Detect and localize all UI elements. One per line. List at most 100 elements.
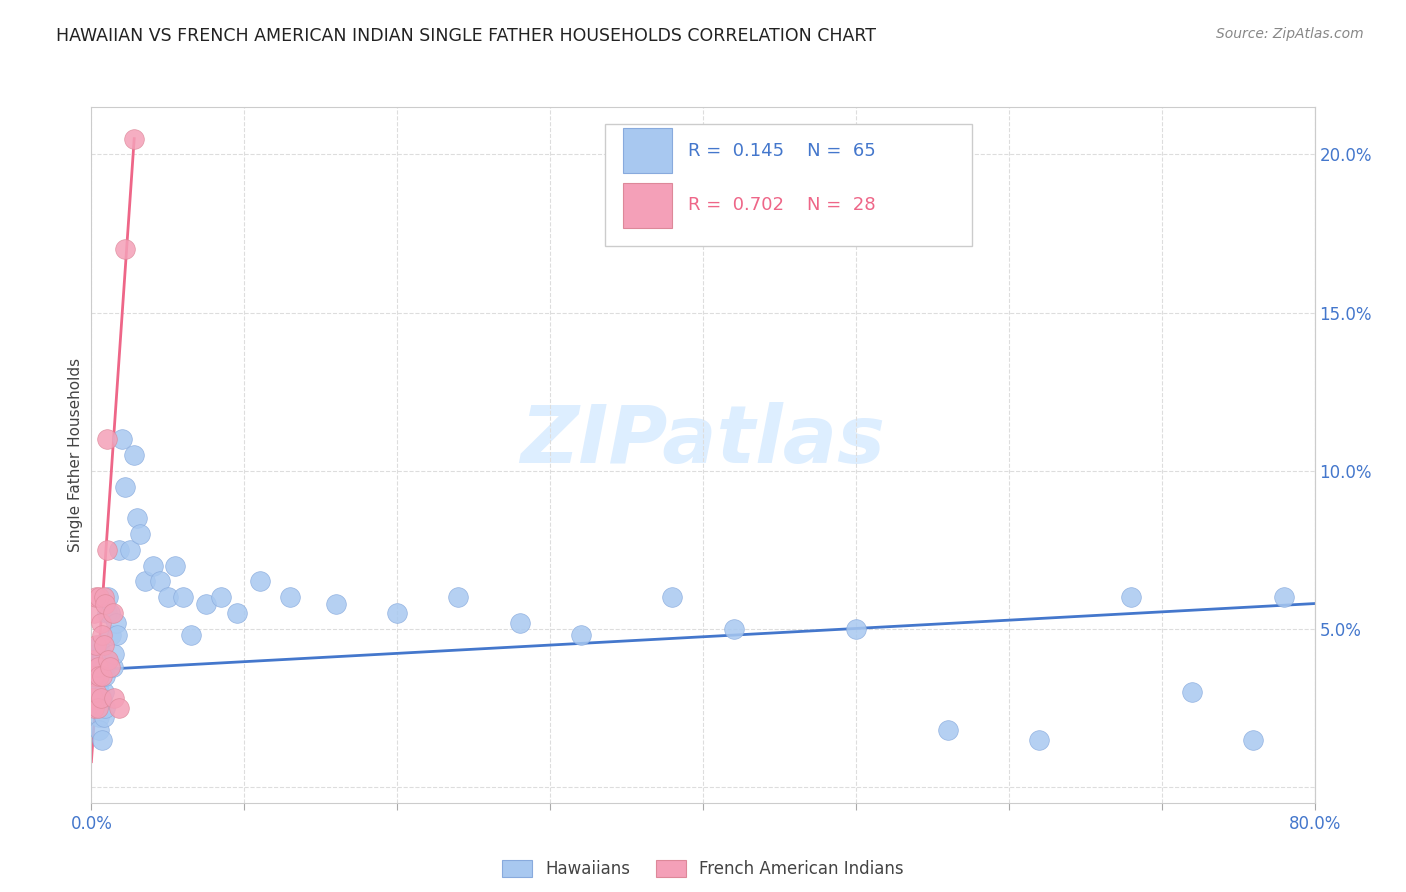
Point <box>165 558 187 573</box>
Point <box>1028 732 1050 747</box>
Legend: Hawaiians, French American Indians: Hawaiians, French American Indians <box>496 854 910 885</box>
Point <box>84 669 107 683</box>
Point <box>661 591 683 605</box>
Point <box>105 628 128 642</box>
Point <box>86 679 108 693</box>
Point <box>134 574 156 589</box>
Point <box>569 628 592 642</box>
Point <box>114 479 136 493</box>
Point <box>122 448 145 462</box>
Point <box>91 647 114 661</box>
Point <box>86 701 108 715</box>
Point <box>723 622 745 636</box>
Point <box>93 638 115 652</box>
Point <box>101 606 124 620</box>
Point <box>94 701 117 715</box>
Point <box>87 710 110 724</box>
Point <box>122 131 145 145</box>
Point <box>86 660 108 674</box>
Point <box>1243 732 1265 747</box>
FancyBboxPatch shape <box>605 124 972 246</box>
Point <box>83 685 105 699</box>
Point <box>108 701 131 715</box>
Point <box>82 653 104 667</box>
Point <box>278 591 301 605</box>
Point <box>82 653 104 667</box>
Y-axis label: Single Father Households: Single Father Households <box>67 358 83 552</box>
Point <box>86 701 108 715</box>
Point <box>84 691 107 706</box>
Point <box>96 542 118 557</box>
Point <box>172 591 194 605</box>
Point <box>82 691 104 706</box>
Point <box>118 542 141 557</box>
Point <box>509 615 531 630</box>
Point <box>936 723 959 737</box>
Point <box>87 591 110 605</box>
Point <box>325 597 347 611</box>
Point <box>93 710 115 724</box>
Point <box>84 685 107 699</box>
Point <box>84 591 107 605</box>
Point <box>87 723 110 737</box>
Text: HAWAIIAN VS FRENCH AMERICAN INDIAN SINGLE FATHER HOUSEHOLDS CORRELATION CHART: HAWAIIAN VS FRENCH AMERICAN INDIAN SINGL… <box>56 27 876 45</box>
Point <box>96 653 118 667</box>
Point <box>93 591 115 605</box>
Point <box>129 527 152 541</box>
Point <box>91 669 114 683</box>
Point <box>87 638 110 652</box>
FancyBboxPatch shape <box>623 128 672 173</box>
Point <box>103 647 125 661</box>
Point <box>90 701 112 715</box>
Point <box>94 669 117 683</box>
Point <box>93 660 115 674</box>
Text: R =  0.702    N =  28: R = 0.702 N = 28 <box>689 196 876 214</box>
Point <box>156 591 179 605</box>
Point <box>86 660 108 674</box>
Point <box>84 647 107 661</box>
Point <box>149 574 172 589</box>
Point <box>87 669 110 683</box>
Point <box>97 591 120 605</box>
Point <box>100 628 122 642</box>
Point <box>98 660 121 674</box>
Point <box>103 691 125 706</box>
Point <box>90 691 112 706</box>
Point <box>447 591 470 605</box>
Point <box>195 597 218 611</box>
Point <box>1272 591 1295 605</box>
Point <box>90 653 112 667</box>
Point <box>385 606 409 620</box>
Point <box>83 669 105 683</box>
Point <box>90 615 112 630</box>
Point <box>114 243 136 257</box>
Text: R =  0.145    N =  65: R = 0.145 N = 65 <box>689 142 876 160</box>
Point <box>101 660 124 674</box>
Point <box>87 685 110 699</box>
Point <box>84 638 107 652</box>
Point <box>845 622 868 636</box>
Point <box>83 701 105 715</box>
Point <box>97 653 120 667</box>
Point <box>98 606 121 620</box>
Point <box>180 628 202 642</box>
Point <box>91 691 114 706</box>
Text: Source: ZipAtlas.com: Source: ZipAtlas.com <box>1216 27 1364 41</box>
FancyBboxPatch shape <box>623 183 672 228</box>
Point <box>209 591 232 605</box>
Point <box>141 558 163 573</box>
Point <box>1181 685 1204 699</box>
Point <box>91 732 114 747</box>
Point <box>96 606 118 620</box>
Point <box>83 606 105 620</box>
Point <box>249 574 271 589</box>
Point <box>111 432 134 446</box>
Text: ZIPatlas: ZIPatlas <box>520 402 886 480</box>
Point <box>225 606 247 620</box>
Point <box>91 628 114 642</box>
Point <box>96 432 118 446</box>
Point <box>108 542 131 557</box>
Point <box>93 685 115 699</box>
Point <box>104 615 127 630</box>
Point <box>83 660 105 674</box>
